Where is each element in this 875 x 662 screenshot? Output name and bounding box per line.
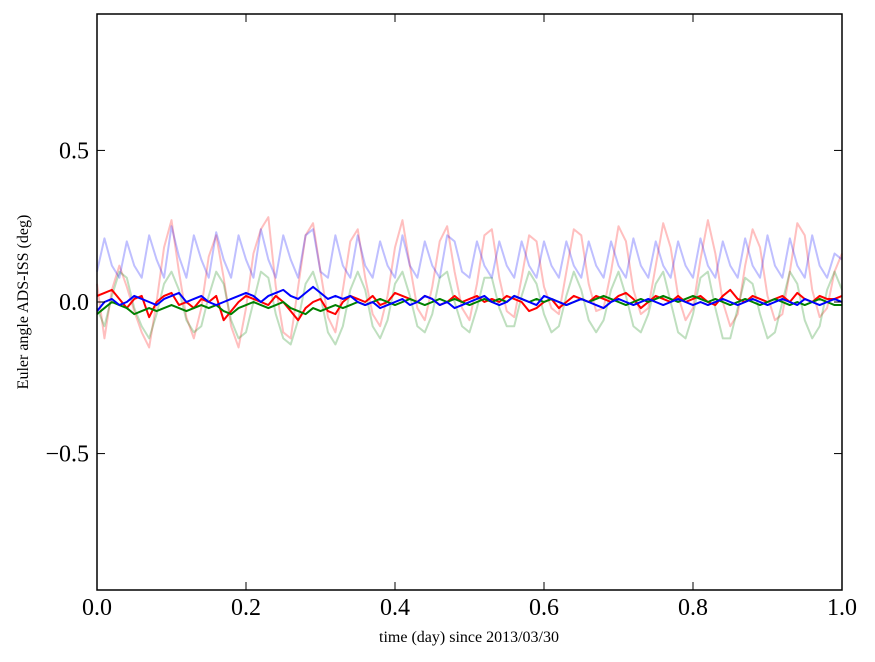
x-tick-label: 0.0 [82,595,112,621]
y-tick-label: −0.5 [45,442,89,468]
x-tick-label: 0.2 [231,595,261,621]
series-line-5 [96,285,843,312]
x-tick-label: 1.0 [827,595,857,621]
series-line-0 [96,216,843,349]
x-tick-label: 0.8 [678,595,708,621]
series-layer [96,216,843,349]
x-tick-label: 0.6 [529,595,559,621]
series-line-2 [96,225,843,279]
series-line-1 [96,270,843,346]
x-tick-label: 0.4 [380,595,410,621]
y-tick-label: 0.0 [59,290,89,316]
ticks-layer: 0.0 0.2 0.4 0.6 0.8 1.0 −0.5 0.0 0.5 [45,14,857,621]
y-axis-label: Euler angle ADS-ISS (deg) [15,215,32,390]
y-tick-label: 0.5 [59,138,89,164]
x-axis-label: time (day) since 2013/03/30 [379,629,559,646]
